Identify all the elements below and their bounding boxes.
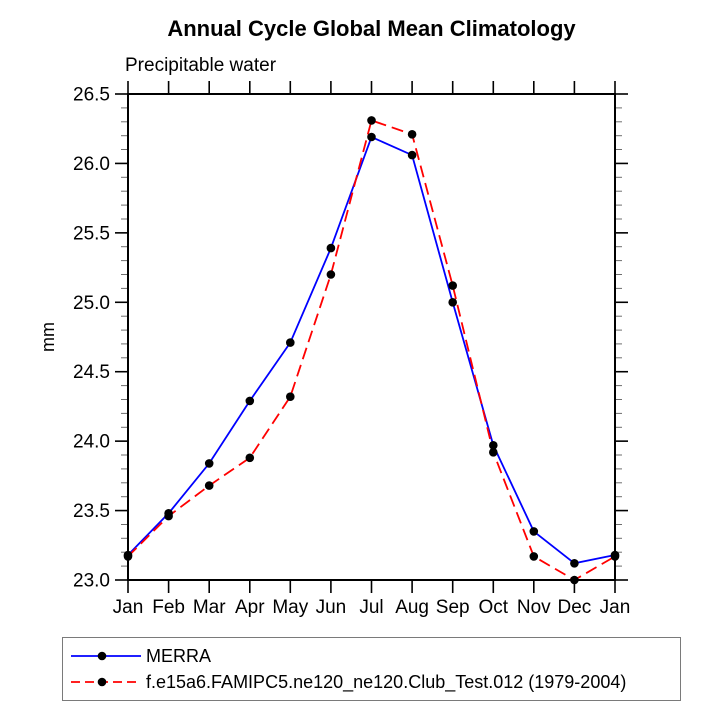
svg-text:Apr: Apr bbox=[235, 597, 265, 618]
legend-item-model: f.e15a6.FAMIPC5.ne120_ne120.Club_Test.01… bbox=[69, 671, 680, 693]
legend-line-dashed-icon bbox=[71, 677, 141, 687]
svg-text:Dec: Dec bbox=[558, 597, 592, 618]
svg-text:Jun: Jun bbox=[316, 597, 347, 618]
chart-title: Annual Cycle Global Mean Climatology bbox=[167, 16, 576, 41]
legend-label-merra: MERRA bbox=[146, 645, 212, 666]
svg-text:24.0: 24.0 bbox=[73, 432, 110, 453]
legend-label-model: f.e15a6.FAMIPC5.ne120_ne120.Club_Test.01… bbox=[146, 671, 627, 692]
svg-text:Feb: Feb bbox=[152, 597, 185, 618]
legend-line-solid-icon bbox=[71, 651, 141, 661]
chart-svg: 23.0 23.5 24.0 24.5 25.0 25.5 26.0 26.5 Jan Feb Ma… bbox=[73, 81, 631, 618]
svg-text:Jul: Jul bbox=[359, 597, 383, 618]
svg-text:25.5: 25.5 bbox=[73, 223, 110, 244]
legend-item-merra: MERRA bbox=[69, 645, 680, 667]
svg-text:May: May bbox=[272, 597, 308, 618]
svg-text:Sep: Sep bbox=[436, 597, 470, 618]
svg-text:25.0: 25.0 bbox=[73, 293, 110, 314]
svg-text:26.0: 26.0 bbox=[73, 154, 110, 175]
svg-text:Oct: Oct bbox=[479, 597, 509, 618]
svg-text:26.5: 26.5 bbox=[73, 85, 110, 106]
svg-text:Jan: Jan bbox=[113, 597, 144, 618]
svg-text:23.5: 23.5 bbox=[73, 501, 110, 522]
legend-box: MERRA f.e15a6.FAMIPC5.ne120_ne120.Club_T… bbox=[62, 637, 681, 701]
chart-subtitle: Precipitable water bbox=[125, 55, 277, 76]
svg-text:Nov: Nov bbox=[517, 597, 551, 618]
svg-text:Aug: Aug bbox=[395, 597, 429, 618]
svg-text:24.5: 24.5 bbox=[73, 362, 110, 383]
svg-text:Mar: Mar bbox=[193, 597, 226, 618]
svg-text:23.0: 23.0 bbox=[73, 571, 110, 592]
svg-text:Jan: Jan bbox=[600, 597, 631, 618]
